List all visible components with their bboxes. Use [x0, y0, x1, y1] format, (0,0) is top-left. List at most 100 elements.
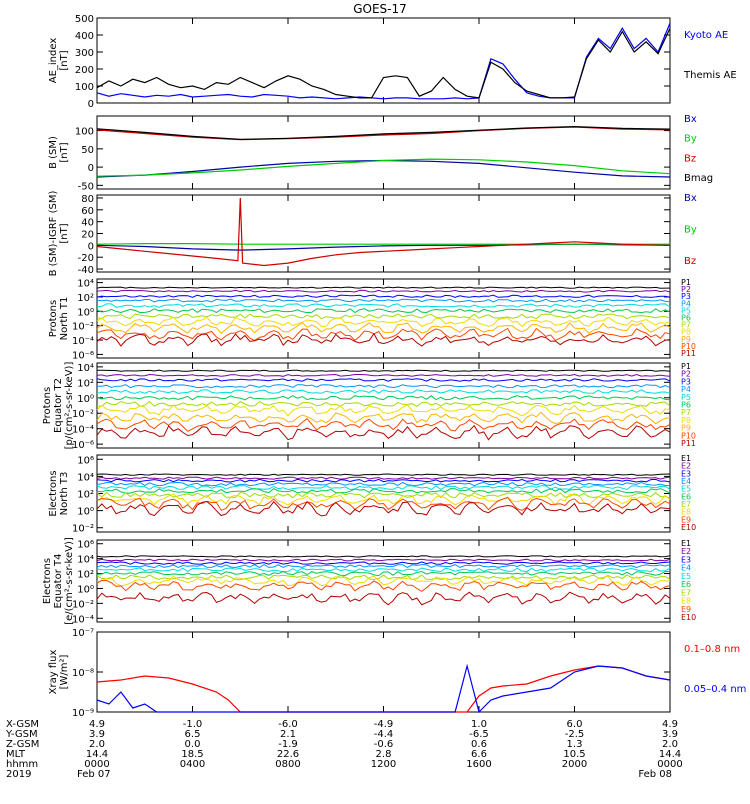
coord-value: 22.6	[277, 749, 299, 760]
series-line-Bz	[96, 197, 671, 267]
series-line-E2	[96, 476, 671, 480]
legend-E7: E7	[681, 588, 691, 597]
coord-value: 0000	[84, 759, 109, 770]
y-tick-label: 40	[81, 218, 94, 229]
series-line-E4	[96, 564, 671, 569]
coord-row-label: Z-GSM	[6, 739, 39, 750]
legend-E2: E2	[681, 462, 691, 471]
y-axis-label: B (SM)	[48, 136, 59, 169]
series-line-E1	[96, 555, 671, 558]
series-line-By	[96, 243, 670, 245]
y-tick-label: 10⁻⁶	[72, 440, 94, 451]
coord-value: -0.6	[374, 739, 394, 750]
y-tick-label: 200	[75, 65, 94, 76]
series-line-E5	[96, 567, 671, 573]
series-line-E6	[96, 487, 671, 494]
coord-value: 0800	[275, 759, 300, 770]
legend-P5: P5	[681, 393, 691, 402]
y-tick-label: 10⁶	[77, 455, 94, 466]
legend-P9: P9	[681, 424, 691, 433]
legend-Bmag: Bmag	[684, 173, 713, 184]
panel-7: 10⁻⁴ 10⁻² 10⁰ 10² 10⁴ 10⁶ Electrons Equator T4[…	[42, 537, 696, 625]
legend-Bx: Bx	[684, 114, 697, 125]
coord-row-label: MLT	[6, 749, 26, 760]
coord-value: -6.5	[469, 729, 489, 740]
y-axis-label: B (SM)-IGRF (SM)	[48, 191, 59, 277]
legend-0-05-0-4-nm: 0.05–0.4 nm	[684, 684, 746, 695]
y-tick-label: 500	[75, 14, 94, 25]
panel-5: 10⁻⁶ 10⁻⁴ 10⁻² 10⁰ 10² 10⁴ Protons Equator T2 [p…	[42, 362, 696, 452]
legend-P7: P7	[681, 321, 691, 330]
legend-Themis-AE: Themis AE	[683, 70, 737, 81]
coord-value: Feb 07	[77, 769, 111, 780]
legend-Bx: Bx	[684, 193, 697, 204]
legend-P2: P2	[681, 370, 691, 379]
x-axis-coordinates: X-GSM 4.9 -1.0 -6.0 -4.9 1.0 6.0 4.9 Y-GSM 3.9 6.5…	[5, 719, 683, 780]
series-line-By	[96, 158, 671, 177]
y-tick-label: 10⁻⁴	[72, 425, 94, 436]
series-line-P9	[96, 411, 671, 425]
legend-E3: E3	[681, 555, 691, 564]
legend-P2: P2	[681, 285, 691, 294]
series-line-Kyoto-AE	[96, 22, 671, 100]
legend-E5: E5	[681, 572, 691, 581]
y-tick-label: 10⁻²	[72, 409, 94, 420]
legend-P1: P1	[681, 278, 691, 287]
series-line-P2	[96, 373, 671, 377]
legend-P4: P4	[681, 385, 691, 394]
legend-P6: P6	[681, 401, 691, 410]
coord-value: 6.6	[471, 749, 487, 760]
series-line-E3	[96, 561, 671, 565]
legend-P3: P3	[681, 377, 691, 386]
coord-value: -4.4	[374, 729, 394, 740]
series-line-P11	[96, 424, 671, 441]
y-tick-label: 10⁻²	[72, 322, 94, 333]
y-tick-label: 10⁻⁷	[72, 628, 94, 639]
coord-value: 0.0	[185, 739, 201, 750]
series-line-E1	[96, 473, 671, 476]
coord-value: 3.9	[89, 729, 105, 740]
y-tick-label: 10²	[77, 490, 94, 501]
series-line-P7	[96, 313, 671, 320]
y-axis-label: Electrons	[48, 470, 59, 516]
coord-value: 0.6	[471, 739, 487, 750]
coord-value: 0400	[180, 759, 205, 770]
coord-row-label: hhmm	[6, 759, 38, 770]
legend-P10: P10	[681, 342, 696, 351]
coord-value: -2.5	[565, 729, 585, 740]
y-axis-label: North T3	[59, 472, 70, 516]
panel-4: 10⁻⁶ 10⁻⁴ 10⁻² 10⁰ 10² 10⁴ Protons North T1 P1P2…	[48, 278, 696, 361]
legend-Kyoto-AE: Kyoto AE	[684, 30, 728, 41]
y-tick-label: 0	[88, 99, 94, 110]
series-line-E6	[96, 570, 671, 577]
series-line-E5	[96, 484, 671, 491]
legend-E3: E3	[681, 469, 691, 478]
y-axis-label: [p/(cm²-s-sr-keV)]	[64, 362, 75, 450]
coord-value: 2.0	[89, 739, 105, 750]
y-tick-label: 10⁴	[77, 279, 94, 290]
series-line-P10	[96, 327, 671, 342]
y-tick-label: 300	[75, 48, 94, 59]
series-line-P6	[96, 308, 671, 314]
series-line-P4	[96, 298, 671, 303]
legend-E6: E6	[681, 580, 691, 589]
series-line-P4	[96, 384, 671, 389]
legend-E4: E4	[681, 564, 691, 573]
series-line-P3	[96, 378, 671, 382]
y-tick-label: 10⁰	[77, 507, 94, 518]
legend-E1: E1	[681, 454, 691, 463]
series-line-P1	[97, 369, 671, 372]
legend-P3: P3	[681, 292, 691, 301]
y-axis-label: [nT]	[59, 223, 70, 243]
legend-Bz: Bz	[684, 256, 696, 267]
legend-E1: E1	[681, 539, 691, 548]
coord-value: 2.1	[280, 729, 296, 740]
y-tick-label: 50	[81, 145, 94, 156]
series-line-0-05-0-4-nm	[96, 663, 671, 714]
series-line-E7	[96, 574, 671, 581]
series-line-P7	[96, 400, 671, 407]
panel-1: 0 100 200 300 400 500 AE_index [nT] Kyoto AE Them…	[48, 14, 737, 110]
series-line-P2	[96, 289, 671, 293]
y-tick-label: 10²	[77, 378, 94, 389]
